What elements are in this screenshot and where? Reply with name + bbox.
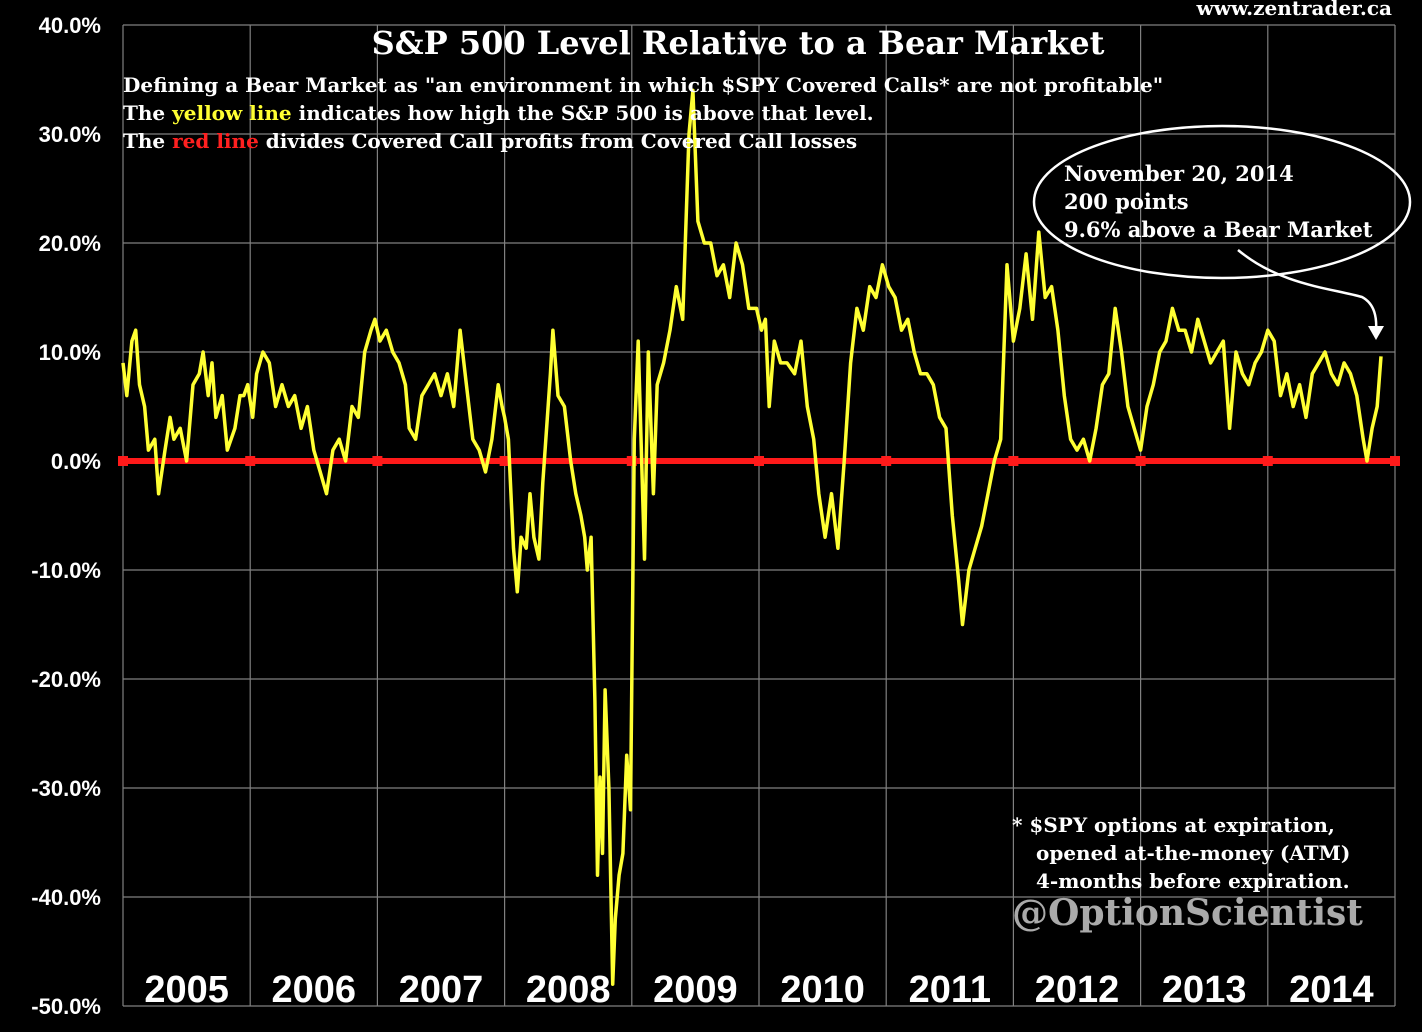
zero-line-marker: [881, 456, 892, 466]
x-tick-label: 2012: [1035, 969, 1120, 1011]
annotation-percent: 9.6% above a Bear Market: [1064, 217, 1373, 242]
subtitle-line-1: Defining a Bear Market as "an environmen…: [123, 73, 1164, 97]
x-tick-label: 2011: [909, 969, 991, 1011]
subtitle-line-3-suffix: divides Covered Call profits from Covere…: [258, 129, 858, 153]
subtitle-line-2-suffix: indicates how high the S&P 500 is above …: [291, 101, 874, 125]
x-tick-label: 2007: [399, 969, 484, 1011]
x-tick-label: 2014: [1289, 969, 1374, 1011]
y-tick-label: 40.0%: [39, 13, 101, 38]
zero-line-marker: [1008, 456, 1019, 466]
footnote-line-2: opened at-the-money (ATM): [1036, 841, 1351, 865]
footnote-line-1: * $SPY options at expiration,: [1012, 813, 1335, 837]
x-tick-label: 2005: [144, 969, 229, 1011]
subtitle-line-2-prefix: The: [123, 101, 173, 125]
x-tick-label: 2010: [780, 969, 865, 1011]
y-tick-label: -50.0%: [31, 994, 101, 1019]
zero-line-marker: [118, 456, 128, 466]
x-tick-label: 2008: [526, 969, 611, 1011]
zero-line-marker: [1390, 456, 1400, 466]
subtitle-line-3: The red line divides Covered Call profit…: [123, 129, 857, 153]
zero-line-marker: [499, 456, 510, 466]
annotation-ellipse: [1032, 124, 1412, 280]
annotation-date: November 20, 2014: [1064, 161, 1294, 186]
zero-line-marker: [1135, 456, 1146, 466]
zero-line-marker: [372, 456, 383, 466]
chart-title: S&P 500 Level Relative to a Bear Market: [372, 24, 1105, 62]
zero-line-marker: [754, 456, 764, 466]
y-tick-label: 30.0%: [39, 122, 101, 147]
x-axis-labels: 2005 2006 2007 2008 2009 2010 2011 2012 2013 2014: [144, 969, 1373, 1011]
subtitle-line-3-prefix: The: [123, 129, 173, 153]
x-tick-label: 2006: [272, 969, 357, 1011]
y-tick-label: 20.0%: [39, 231, 101, 256]
y-tick-label: -40.0%: [31, 885, 101, 910]
x-tick-label: 2013: [1162, 969, 1247, 1011]
annotation-points: 200 points: [1064, 189, 1189, 214]
zero-line-marker: [1262, 456, 1273, 466]
y-tick-label: -30.0%: [31, 776, 101, 801]
footnote-line-3: 4-months before expiration.: [1036, 869, 1350, 893]
red-line-label: red line: [172, 129, 259, 153]
y-tick-label: -10.0%: [31, 558, 101, 583]
y-tick-label: -20.0%: [31, 667, 101, 692]
annotation-arrowhead: [1368, 326, 1384, 340]
y-tick-label: 0.0%: [51, 449, 101, 474]
source-url: www.zentrader.ca: [1196, 0, 1392, 20]
zero-line-marker: [626, 456, 637, 466]
x-tick-label: 2009: [653, 969, 738, 1011]
zero-line-marker: [245, 456, 256, 466]
watermark: @OptionScientist: [1012, 892, 1363, 934]
yellow-line-label: yellow line: [172, 101, 292, 125]
y-tick-label: 10.0%: [39, 340, 101, 365]
series-line-yellow: [121, 88, 1383, 986]
zero-line-markers: [118, 456, 1400, 466]
subtitle-line-2: The yellow line indicates how high the S…: [123, 101, 874, 125]
annotation-arrow-line: [1237, 249, 1378, 333]
y-axis-ticks: 40.0% 30.0% 20.0% 10.0% 0.0% -10.0% -20.0% -30.…: [31, 13, 101, 1019]
